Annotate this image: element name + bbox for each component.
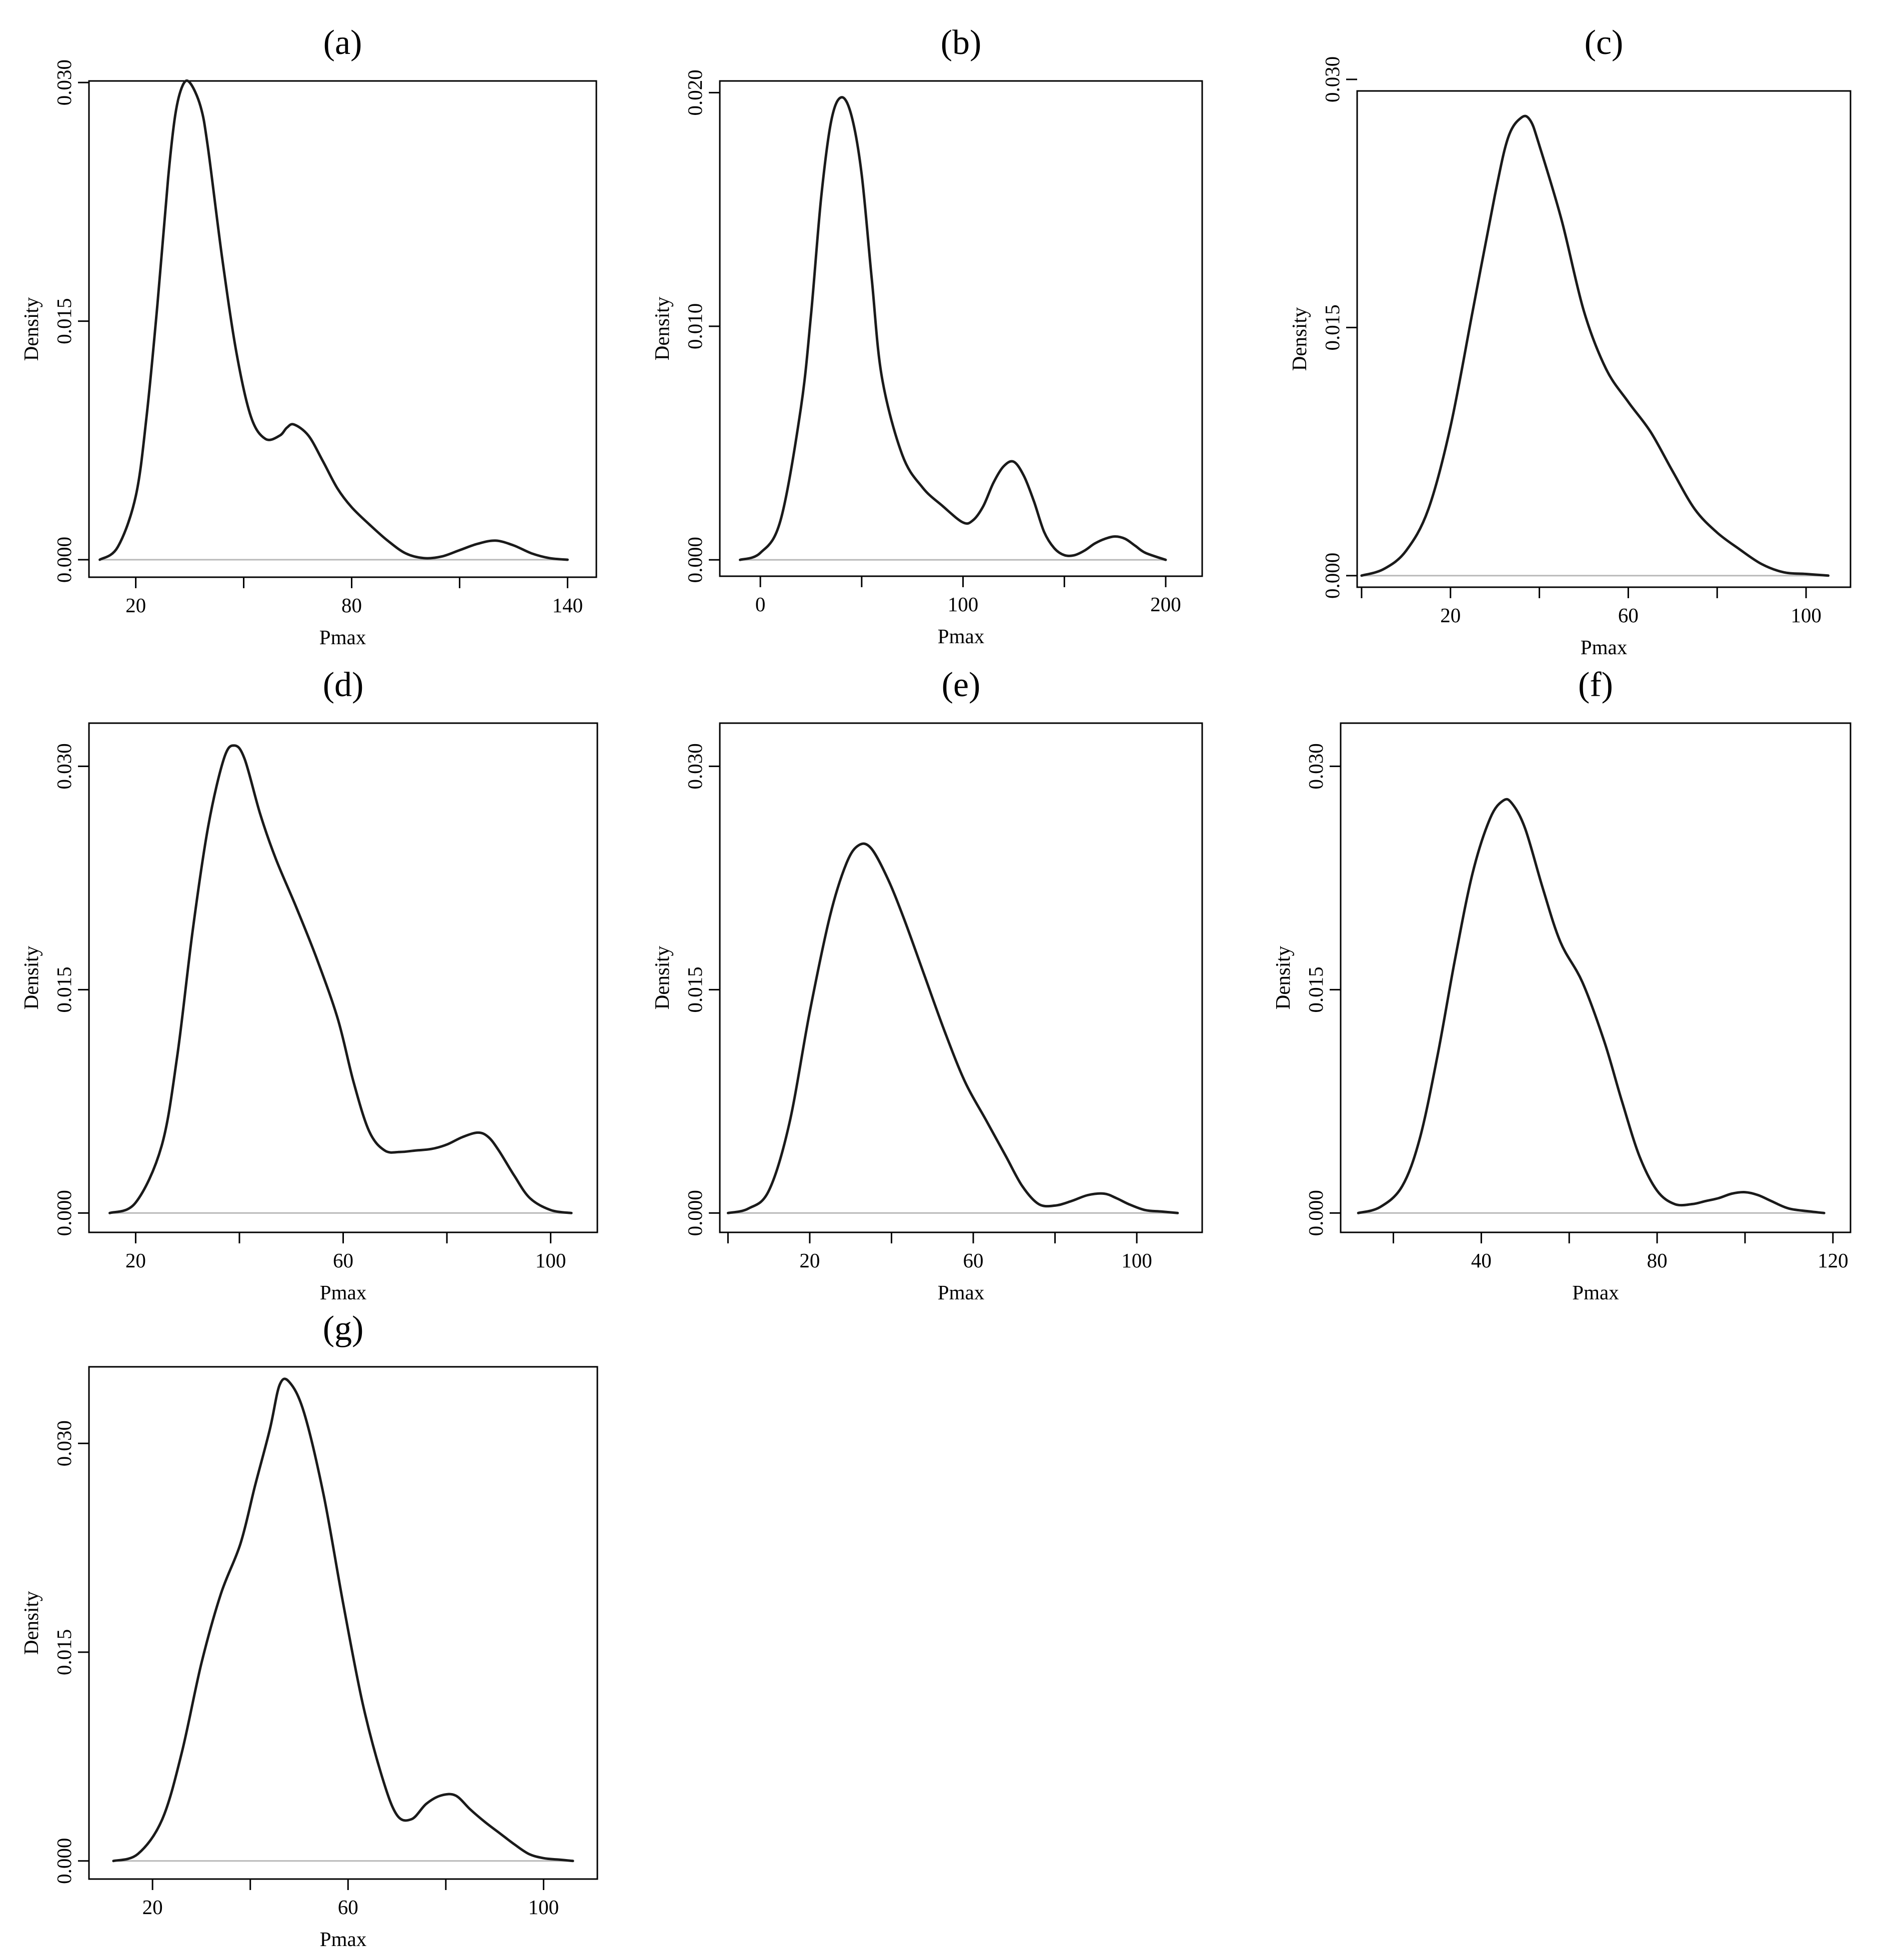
x-axis-label-b: Pmax [938,625,984,648]
y-tick-label-d: 0.030 [52,743,75,789]
y-axis-label-g: Density [19,1591,42,1655]
panel-g: (g) 20 60 100 0.000 0.015 0.030 Pmax Density [19,1309,598,1951]
panel-title-b: (b) [941,23,982,62]
density-curve-d [108,744,573,1214]
panel-title-d: (d) [323,666,364,704]
y-axis-label-b: Density [650,296,673,360]
x-tick-label-d: 20 [125,1249,146,1272]
plot-frame-e [719,722,1203,1233]
panel-c: (c) 20 60 100 0.000 0.015 0.030 Pmax Density [1288,23,1852,659]
y-tick-label-b: 0.010 [683,303,706,349]
x-tick-label-a: 20 [125,594,146,617]
y-tick-label-c: 0.015 [1321,304,1344,350]
x-axis-label-g: Pmax [320,1928,366,1951]
plot-frame-g [88,1366,598,1880]
y-tick-label-d: 0.015 [52,967,75,1012]
panel-title-e: (e) [942,666,981,704]
x-tick-label-g: 20 [142,1896,163,1919]
panel-title-a: (a) [323,23,362,62]
x-tick-label-a: 80 [341,594,362,617]
x-tick-label-d: 60 [333,1249,353,1272]
y-tick-label-c: 0.030 [1321,56,1344,102]
panel-title-c: (c) [1585,23,1624,62]
x-tick-label-f: 40 [1471,1249,1492,1272]
y-tick-label-b: 0.000 [683,537,706,583]
y-tick-label-f: 0.030 [1304,743,1327,789]
y-tick-label-f: 0.000 [1304,1190,1327,1236]
y-tick-label-g: 0.015 [52,1629,75,1675]
density-curve-b [739,96,1167,561]
x-tick-label-f: 120 [1818,1249,1849,1272]
y-tick-label-a: 0.015 [52,298,75,344]
y-tick-label-g: 0.030 [52,1420,75,1466]
x-tick-label-b: 0 [755,593,766,616]
panel-title-f: (f) [1578,666,1613,704]
x-tick-label-b: 200 [1150,593,1181,616]
y-axis-label-a: Density [19,297,42,361]
x-tick-label-c: 20 [1440,604,1461,627]
panel-f: (f) 40 80 120 0.000 0.015 0.030 Pmax Density [1271,666,1852,1304]
y-tick-label-g: 0.000 [52,1838,75,1884]
y-axis-label-f: Density [1271,946,1294,1009]
x-axis-label-c: Pmax [1581,636,1627,659]
density-curve-a [98,79,569,561]
y-tick-label-e: 0.030 [683,743,706,789]
y-tick-label-a: 0.000 [52,537,75,583]
x-tick-label-c: 100 [1791,604,1822,627]
x-tick-label-e: 20 [799,1249,820,1272]
y-tick-label-c: 0.000 [1321,553,1344,599]
x-tick-label-a: 140 [552,594,583,617]
x-tick-label-g: 60 [338,1896,358,1919]
panel-b: (b) 0 100 200 0.000 0.010 0.020 Pmax Density [650,23,1203,648]
x-tick-label-d: 100 [535,1249,566,1272]
plot-frame-a [88,80,597,578]
y-tick-label-e: 0.015 [683,967,706,1012]
x-axis-label-f: Pmax [1572,1281,1619,1304]
x-tick-label-e: 100 [1121,1249,1152,1272]
x-tick-label-b: 100 [948,593,979,616]
x-tick-label-f: 80 [1647,1249,1668,1272]
y-axis-label-e: Density [650,946,673,1009]
y-tick-label-a: 0.030 [52,59,75,105]
plot-frame-b [719,80,1203,577]
y-axis-label-c: Density [1288,307,1311,371]
panel-e: (e) 20 60 100 0.000 0.015 0.030 Pmax Density [650,666,1203,1304]
panel-d: (d) 20 60 100 0.000 0.015 0.030 Pmax Density [19,666,598,1304]
panel-a: (a) 20 80 140 0.000 0.015 0.030 Pmax Density [19,23,597,649]
x-axis-label-d: Pmax [320,1281,366,1304]
y-tick-label-d: 0.000 [52,1190,75,1236]
density-curve-g [112,1377,574,1863]
y-tick-label-f: 0.015 [1304,967,1327,1012]
x-axis-label-e: Pmax [938,1281,984,1304]
density-curve-c [1360,114,1830,577]
y-axis-label-d: Density [19,946,42,1009]
x-tick-label-g: 100 [528,1896,559,1919]
plot-frame-f [1340,722,1852,1233]
density-curve-f [1357,798,1826,1214]
plot-frame-c [1356,90,1852,588]
y-tick-label-e: 0.000 [683,1190,706,1236]
panel-title-g: (g) [323,1309,364,1348]
density-curve-e [726,842,1179,1214]
x-tick-label-e: 60 [963,1249,984,1272]
y-tick-label-b: 0.020 [683,69,706,115]
x-tick-label-c: 60 [1618,604,1639,627]
x-axis-label-a: Pmax [319,626,366,649]
